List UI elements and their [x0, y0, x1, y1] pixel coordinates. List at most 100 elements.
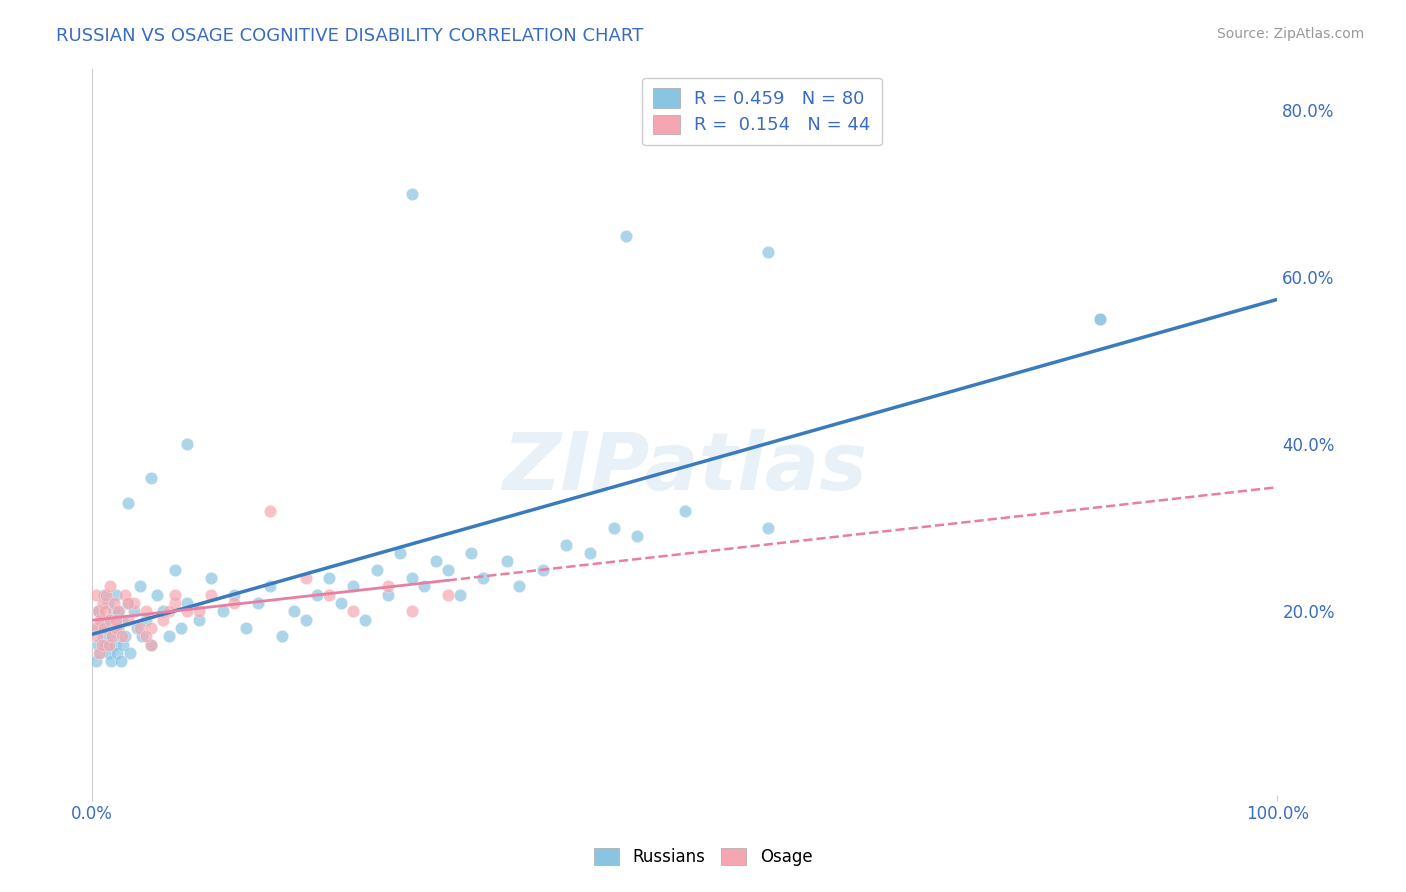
Point — [555, 537, 578, 551]
Point — [401, 186, 423, 201]
Point — [108, 604, 131, 618]
Point — [104, 613, 127, 627]
Point — [103, 604, 125, 618]
Point — [105, 646, 128, 660]
Point — [224, 588, 246, 602]
Point — [165, 563, 187, 577]
Text: ZIPatlas: ZIPatlas — [502, 429, 868, 508]
Point — [97, 646, 120, 660]
Point — [101, 629, 124, 643]
Point — [98, 613, 121, 627]
Point — [134, 613, 156, 627]
Point — [187, 613, 209, 627]
Point — [103, 596, 125, 610]
Point — [96, 588, 118, 602]
Point — [84, 655, 107, 669]
Point — [97, 638, 120, 652]
Point — [141, 621, 163, 635]
Point — [111, 638, 134, 652]
Text: Source: ZipAtlas.com: Source: ZipAtlas.com — [1216, 27, 1364, 41]
Point — [114, 588, 136, 602]
Point — [377, 579, 399, 593]
Point — [98, 579, 121, 593]
Point — [259, 579, 281, 593]
Point — [87, 638, 110, 652]
Point — [91, 629, 114, 643]
Point — [117, 613, 139, 627]
Point — [152, 604, 174, 618]
Point — [107, 604, 129, 618]
Point — [330, 596, 353, 610]
Point — [579, 546, 602, 560]
Point — [100, 655, 122, 669]
Point — [211, 604, 233, 618]
Point — [401, 604, 423, 618]
Point — [626, 529, 648, 543]
Point — [117, 496, 139, 510]
Point — [187, 604, 209, 618]
Point — [104, 638, 127, 652]
Point — [86, 621, 108, 635]
Point — [176, 437, 198, 451]
Point — [1088, 312, 1111, 326]
Point — [318, 571, 340, 585]
Point — [128, 621, 150, 635]
Point — [122, 604, 145, 618]
Point — [104, 621, 127, 635]
Point — [83, 621, 105, 635]
Point — [127, 621, 149, 635]
Point — [165, 588, 187, 602]
Point — [176, 604, 198, 618]
Point — [131, 629, 153, 643]
Point — [413, 579, 436, 593]
Point — [200, 588, 222, 602]
Point — [89, 646, 111, 660]
Point — [449, 588, 471, 602]
Point — [508, 579, 530, 593]
Point — [134, 604, 156, 618]
Point — [270, 629, 292, 643]
Point — [425, 554, 447, 568]
Point — [342, 579, 364, 593]
Point — [146, 588, 169, 602]
Point — [756, 245, 779, 260]
Point — [472, 571, 495, 585]
Point — [460, 546, 482, 560]
Point — [307, 588, 329, 602]
Point — [90, 613, 112, 627]
Point — [401, 571, 423, 585]
Point — [89, 646, 111, 660]
Text: RUSSIAN VS OSAGE COGNITIVE DISABILITY CORRELATION CHART: RUSSIAN VS OSAGE COGNITIVE DISABILITY CO… — [56, 27, 644, 45]
Point — [107, 621, 129, 635]
Point — [673, 504, 696, 518]
Point — [157, 629, 180, 643]
Point — [165, 596, 187, 610]
Point — [122, 596, 145, 610]
Point — [89, 604, 111, 618]
Point — [152, 613, 174, 627]
Point — [235, 621, 257, 635]
Point — [436, 563, 458, 577]
Point — [141, 638, 163, 652]
Point — [91, 596, 114, 610]
Point — [104, 588, 127, 602]
Point — [94, 638, 117, 652]
Point — [496, 554, 519, 568]
Point — [90, 638, 112, 652]
Point — [342, 604, 364, 618]
Point — [200, 571, 222, 585]
Point — [117, 596, 139, 610]
Point — [101, 629, 124, 643]
Point — [89, 613, 111, 627]
Point — [94, 604, 117, 618]
Point — [86, 629, 108, 643]
Point — [294, 571, 316, 585]
Point — [176, 596, 198, 610]
Point — [141, 471, 163, 485]
Point — [111, 613, 134, 627]
Point — [602, 521, 624, 535]
Point — [283, 604, 305, 618]
Point — [96, 621, 118, 635]
Point — [294, 613, 316, 627]
Point — [110, 655, 132, 669]
